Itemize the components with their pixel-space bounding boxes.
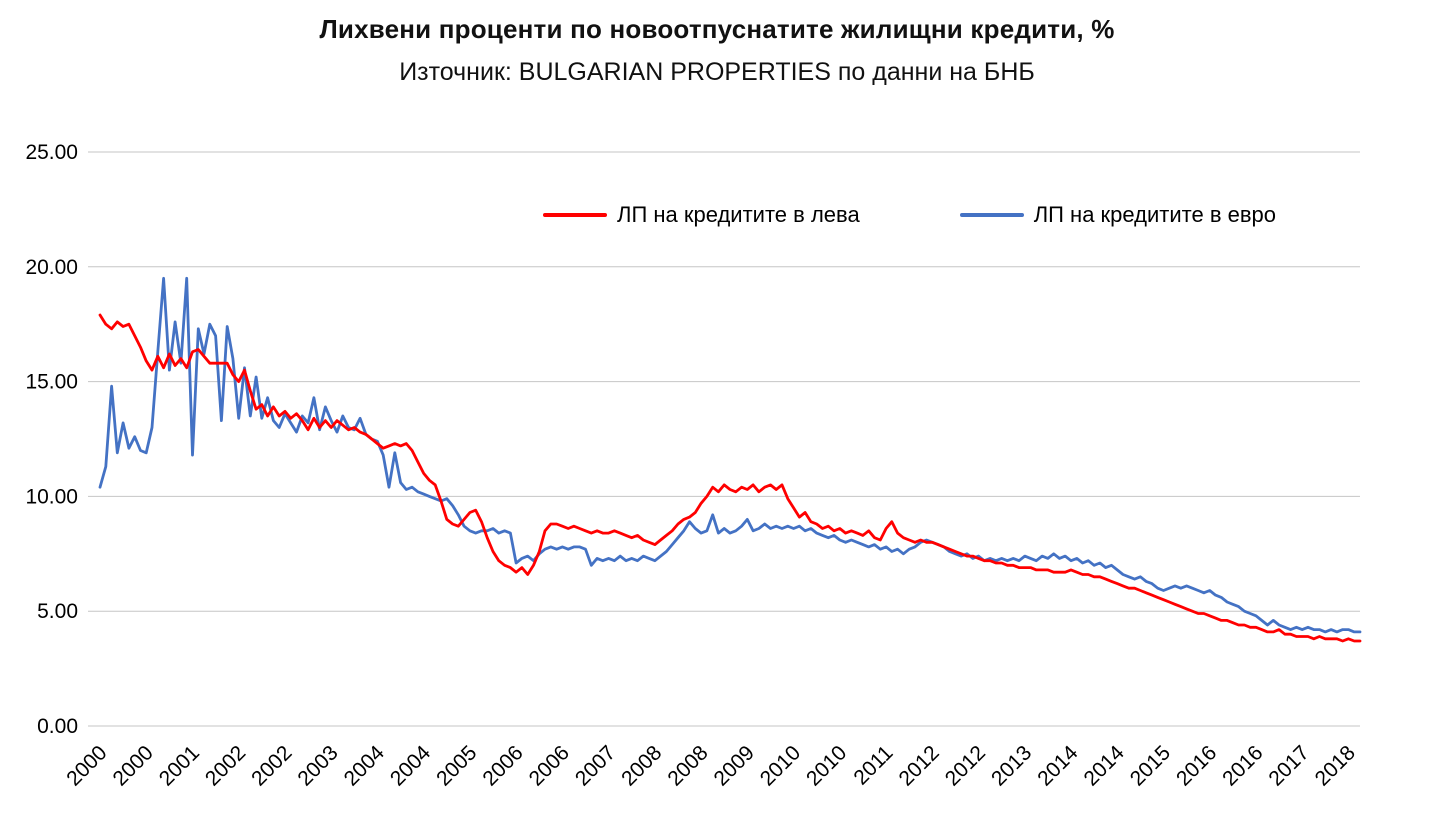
x-tick-label: 2000 (62, 741, 111, 790)
x-tick-label: 2003 (293, 741, 342, 790)
x-axis-labels: 2000200020012002200220032004200420052006… (62, 741, 1360, 791)
x-tick-label: 2004 (386, 741, 436, 791)
x-tick-label: 2016 (1172, 741, 1221, 790)
legend: ЛП на кредитите в лева ЛП на кредитите в… (543, 202, 1276, 228)
leva-line-swatch (543, 213, 607, 217)
x-tick-label: 2006 (478, 741, 527, 790)
x-tick-label: 2012 (895, 741, 944, 790)
gridlines (88, 151, 1360, 727)
x-tick-label: 2015 (1126, 741, 1175, 790)
x-tick-label: 2012 (941, 741, 990, 790)
x-tick-label: 2016 (1218, 741, 1267, 790)
x-tick-label: 2013 (987, 741, 1036, 790)
x-tick-label: 2001 (155, 741, 204, 790)
x-tick-label: 2004 (340, 741, 390, 791)
legend-label-euro: ЛП на кредитите в евро (1033, 202, 1277, 227)
x-tick-label: 2011 (849, 741, 897, 789)
legend-item-leva: ЛП на кредитите в лева (543, 202, 860, 228)
series-line-leva (98, 313, 1362, 643)
x-tick-label: 2008 (617, 741, 666, 790)
x-tick-label: 2002 (247, 741, 296, 790)
x-tick-label: 2009 (710, 741, 759, 790)
y-tick-label: 0.00 (37, 715, 78, 738)
y-tick-label: 20.00 (25, 256, 78, 279)
x-tick-label: 2007 (571, 741, 620, 790)
y-tick-label: 10.00 (25, 485, 78, 508)
y-tick-label: 5.00 (37, 600, 78, 623)
x-tick-label: 2006 (525, 741, 574, 790)
legend-item-euro: ЛП на кредитите в евро (959, 202, 1277, 228)
x-tick-label: 2005 (432, 741, 481, 790)
x-tick-label: 2014 (1079, 741, 1129, 791)
legend-label-leva: ЛП на кредитите в лева (617, 202, 860, 227)
x-tick-label: 2018 (1311, 741, 1360, 790)
euro-line-swatch (959, 213, 1024, 217)
y-tick-label: 25.00 (25, 141, 78, 164)
y-axis-labels: 25.00 20.00 15.00 10.00 5.00 0.00 (25, 141, 78, 738)
x-tick-label: 2017 (1264, 741, 1313, 790)
x-tick-label: 2014 (1033, 741, 1083, 791)
x-tick-label: 2010 (802, 741, 851, 790)
series-line-euro (98, 276, 1362, 634)
x-tick-label: 2000 (108, 741, 157, 790)
chart-title: Лихвени проценти по новоотпуснатите жили… (319, 14, 1115, 44)
chart-subtitle: Източник: BULGARIAN PROPERTIES по данни … (399, 58, 1035, 86)
series-lines (98, 276, 1362, 643)
x-tick-label: 2008 (663, 741, 712, 790)
x-tick-label: 2002 (201, 741, 250, 790)
x-tick-label: 2010 (756, 741, 805, 790)
y-tick-label: 15.00 (25, 371, 78, 394)
